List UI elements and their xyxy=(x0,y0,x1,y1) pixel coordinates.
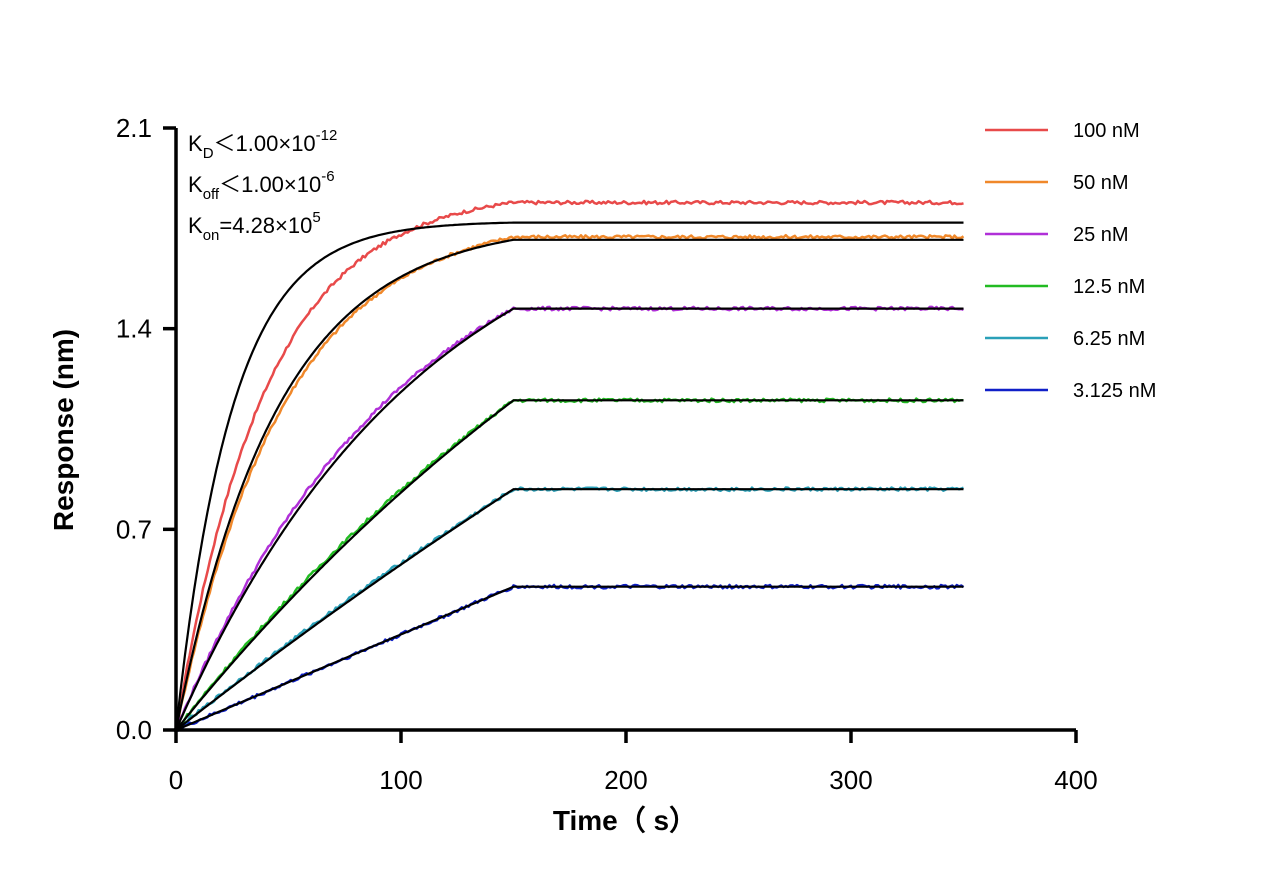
series-line xyxy=(175,583,965,732)
y-tick-label: 1.4 xyxy=(116,314,152,344)
kinetic-constant: Kon=4.28×105 xyxy=(188,209,321,244)
kinetic-constants: KD＜1.00×10-12 Koff＜1.00×10-6 Kon=4.28×105 xyxy=(188,127,337,244)
x-ticks: 0 100 200 300 400 xyxy=(169,730,1098,795)
kinetic-constant: KD＜1.00×10-12 xyxy=(188,127,337,162)
legend-label: 50 nM xyxy=(1073,172,1129,194)
series-line xyxy=(174,305,964,731)
fit-curve xyxy=(175,585,964,732)
x-tick-label: 200 xyxy=(604,765,647,795)
y-ticks: 0.0 0.7 1.4 2.1 xyxy=(116,113,176,745)
x-tick-label: 300 xyxy=(829,765,872,795)
series-line xyxy=(174,233,965,731)
fit-curve xyxy=(174,238,964,731)
fit-curves xyxy=(174,221,964,732)
x-axis-title: Time（ s） xyxy=(553,804,697,836)
y-tick-label: 0.0 xyxy=(116,715,152,745)
plot-area xyxy=(174,199,965,732)
fit-curve xyxy=(175,399,964,731)
legend-label: 12.5 nM xyxy=(1073,276,1145,298)
fit-curve xyxy=(174,221,964,731)
legend: 100 nM 50 nM 25 nM 12.5 nM 6.25 nM 3.125 nM xyxy=(985,120,1156,402)
y-axis-title: Response (nm) xyxy=(48,329,79,531)
series-line xyxy=(174,199,964,731)
legend-label: 25 nM xyxy=(1073,224,1129,246)
x-tick-label: 100 xyxy=(379,765,422,795)
legend-label: 100 nM xyxy=(1073,120,1140,142)
x-tick-label: 0 xyxy=(169,765,183,795)
x-tick-label: 400 xyxy=(1054,765,1097,795)
fit-curve xyxy=(175,488,964,731)
legend-label: 3.125 nM xyxy=(1073,380,1156,402)
y-tick-label: 0.7 xyxy=(116,514,152,544)
legend-label: 6.25 nM xyxy=(1073,328,1145,350)
y-tick-label: 2.1 xyxy=(116,113,152,143)
series-line xyxy=(175,486,964,731)
kinetic-constant: Koff＜1.00×10-6 xyxy=(188,168,335,203)
fit-curve xyxy=(174,307,964,731)
